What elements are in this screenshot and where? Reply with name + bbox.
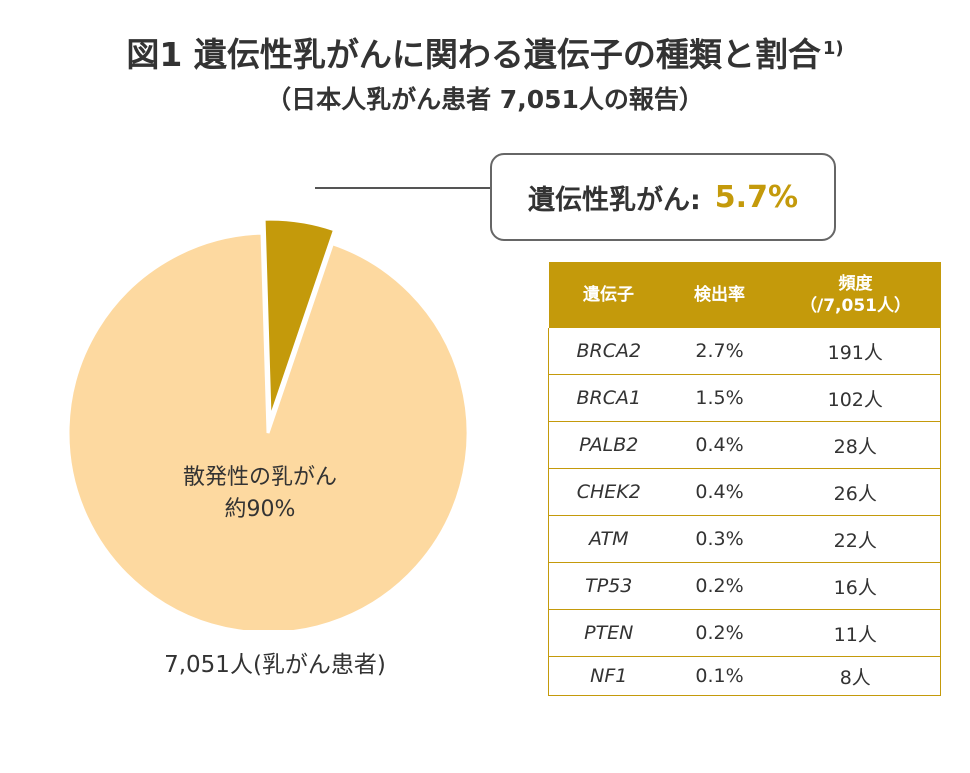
header-frequency-line1: 頻度 [838, 274, 873, 294]
rate-cell: 0.4% [668, 468, 771, 516]
rate-cell: 2.7% [668, 328, 771, 375]
rate-cell: 0.2% [668, 609, 771, 657]
header-frequency: 頻度 （/7,051人） [770, 262, 941, 328]
table-row: PTEN 0.2% 11人 [548, 609, 941, 657]
frequency-cell: 26人 [770, 468, 941, 516]
chart-title: 図1 遺伝性乳がんに関わる遺伝子の種類と割合 1) [0, 28, 970, 76]
total-patients-label: 7,051人(乳がん患者) [164, 652, 386, 678]
gene-cell: BRCA1 [548, 374, 669, 422]
rate-cell: 0.4% [668, 421, 771, 469]
callout-leader-line [315, 187, 490, 189]
rate-cell: 0.2% [668, 562, 771, 610]
gene-cell: CHEK2 [548, 468, 669, 516]
frequency-cell: 102人 [770, 374, 941, 422]
header-rate: 検出率 [668, 262, 771, 328]
pie-slice-hereditary [262, 217, 337, 420]
callout-value: 5.7% [714, 179, 798, 215]
header-frequency-line2: （/7,051人） [800, 296, 911, 316]
hereditary-callout: 遺伝性乳がん: 5.7% [490, 153, 836, 241]
gene-cell: ATM [548, 515, 669, 563]
table-row: PALB2 0.4% 28人 [548, 421, 941, 469]
callout-label: 遺伝性乳がん: [527, 184, 701, 216]
header-gene: 遺伝子 [548, 262, 669, 328]
table-row: ATM 0.3% 22人 [548, 515, 941, 563]
frequency-cell: 22人 [770, 515, 941, 563]
gene-cell: TP53 [548, 562, 669, 610]
table-row: NF1 0.1% 8人 [548, 656, 941, 696]
gene-table: 遺伝子 検出率 頻度 （/7,051人） BRCA2 2.7% 191人 BRC… [548, 262, 941, 696]
frequency-cell: 11人 [770, 609, 941, 657]
chart-title-text: 図1 遺伝性乳がんに関わる遺伝子の種類と割合 [126, 35, 821, 74]
frequency-cell: 28人 [770, 421, 941, 469]
sporadic-label-line2: 約90% [224, 497, 296, 522]
gene-cell: PALB2 [548, 421, 669, 469]
gene-cell: BRCA2 [548, 328, 669, 375]
title-reference: 1) [822, 38, 844, 59]
pie-chart [66, 217, 470, 630]
table-row: BRCA2 2.7% 191人 [548, 328, 941, 375]
pie-slice-sporadic [66, 231, 470, 630]
gene-cell: PTEN [548, 609, 669, 657]
table-row: BRCA1 1.5% 102人 [548, 374, 941, 422]
table-row: CHEK2 0.4% 26人 [548, 468, 941, 516]
sporadic-label-line1: 散発性の乳がん [182, 465, 337, 490]
sporadic-label: 散発性の乳がん 約90% [140, 462, 380, 526]
table-row: TP53 0.2% 16人 [548, 562, 941, 610]
chart-subtitle: （日本人乳がん患者 7,051人の報告） [266, 85, 704, 114]
rate-cell: 1.5% [668, 374, 771, 422]
rate-cell: 0.1% [668, 656, 771, 696]
frequency-cell: 16人 [770, 562, 941, 610]
rate-cell: 0.3% [668, 515, 771, 563]
frequency-cell: 191人 [770, 328, 941, 375]
table-header-row: 遺伝子 検出率 頻度 （/7,051人） [548, 262, 941, 328]
frequency-cell: 8人 [770, 656, 941, 696]
gene-cell: NF1 [548, 656, 669, 696]
